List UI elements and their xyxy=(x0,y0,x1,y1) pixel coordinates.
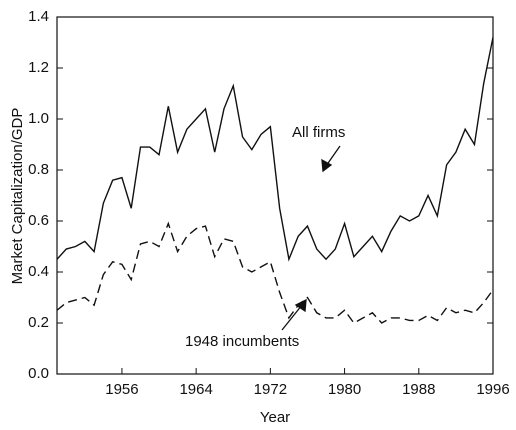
data-line xyxy=(56,221,494,324)
x-tick-label: 1980 xyxy=(328,381,361,398)
plot-frame xyxy=(56,16,494,375)
annotation: 1948 incumbents xyxy=(185,333,299,350)
y-tick-label: 0.4 xyxy=(28,263,49,280)
x-tick-label: 1964 xyxy=(179,381,212,398)
arrow xyxy=(325,145,341,167)
x-tick-label: 1972 xyxy=(254,381,287,398)
x-tick-label: 1956 xyxy=(105,381,138,398)
x-tick-label: 1988 xyxy=(402,381,435,398)
arrow-head xyxy=(321,158,333,173)
arrow xyxy=(281,304,303,331)
annotation-arrows xyxy=(281,145,341,331)
x-tick-label: 1996 xyxy=(476,381,509,398)
x-axis-label: Year xyxy=(260,409,290,426)
y-tick-label: 0.6 xyxy=(28,212,49,229)
data-line xyxy=(56,37,494,262)
y-tick-label: 0.0 xyxy=(28,365,49,382)
y-tick-label: 0.2 xyxy=(28,314,49,331)
y-tick-label: 1.4 xyxy=(28,8,49,25)
y-tick-label: 1.0 xyxy=(28,110,49,127)
annotation: All firms xyxy=(292,124,345,141)
y-axis-label: Market Capitalization/GDP xyxy=(9,108,26,285)
y-tick-label: 1.2 xyxy=(28,59,49,76)
y-tick-label: 0.8 xyxy=(28,161,49,178)
